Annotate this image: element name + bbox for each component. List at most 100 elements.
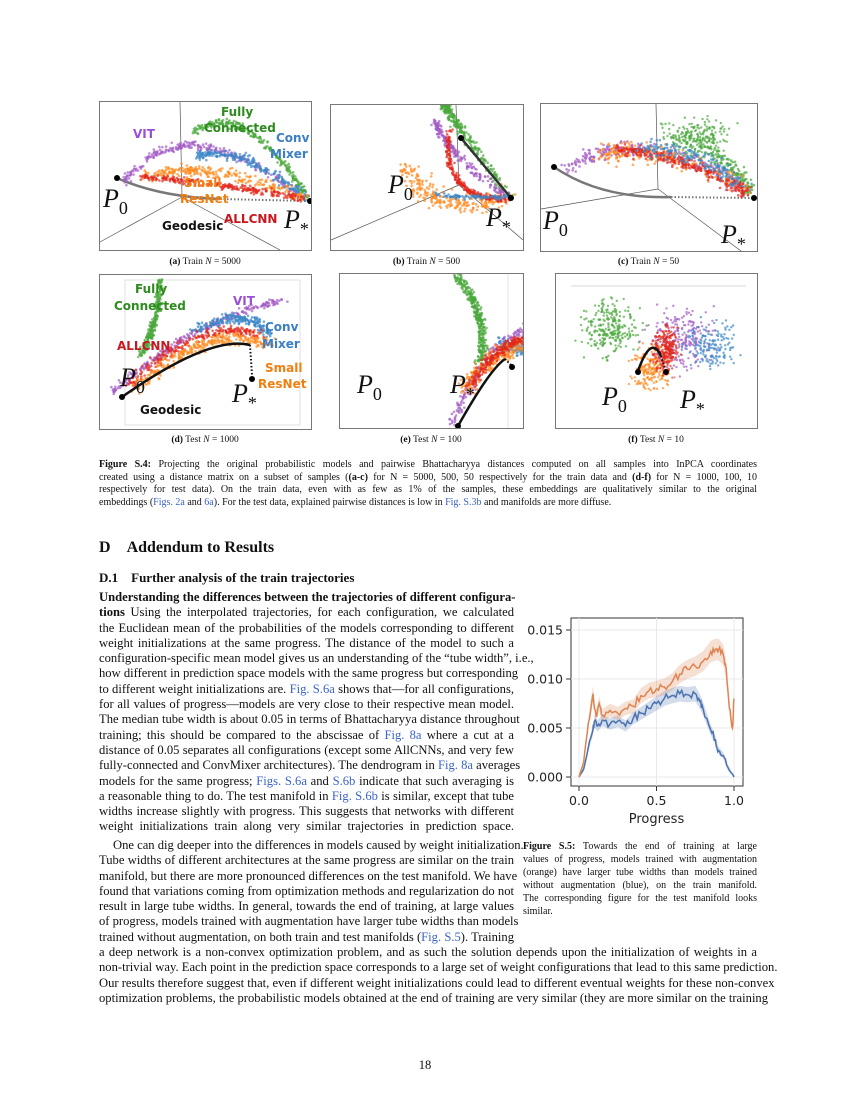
data-point — [430, 197, 433, 201]
data-point — [450, 188, 454, 191]
data-point — [602, 152, 606, 156]
data-point — [694, 140, 698, 143]
data-point — [221, 150, 224, 153]
data-point — [221, 329, 225, 333]
data-point — [452, 115, 455, 119]
data-point — [405, 175, 409, 179]
data-point — [223, 125, 227, 128]
data-point — [664, 122, 667, 126]
data-point — [149, 364, 153, 368]
data-point — [201, 128, 204, 132]
data-point — [250, 315, 254, 319]
data-point — [722, 130, 726, 133]
data-point — [183, 143, 186, 147]
data-point — [266, 175, 270, 179]
data-point — [437, 129, 441, 132]
data-point — [201, 151, 204, 155]
data-point — [161, 145, 164, 149]
data-point — [447, 148, 451, 152]
data-point — [202, 346, 206, 349]
p0-subscript: 0 — [403, 184, 413, 204]
data-point — [225, 157, 229, 160]
data-point — [690, 122, 693, 125]
data-point — [199, 179, 203, 183]
data-point — [455, 175, 458, 179]
data-point — [154, 305, 157, 308]
data-point — [257, 344, 260, 347]
data-point — [671, 153, 675, 157]
data-point — [193, 167, 197, 171]
data-point — [199, 330, 203, 333]
data-point — [226, 122, 230, 125]
data-point — [416, 200, 420, 203]
data-point — [404, 165, 408, 168]
data-point — [199, 172, 202, 175]
data-point — [250, 134, 253, 138]
data-point — [253, 323, 256, 327]
data-point — [450, 171, 454, 175]
data-point — [647, 146, 651, 150]
data-point — [182, 176, 186, 179]
data-point — [243, 157, 246, 161]
data-point — [264, 339, 267, 342]
data-point — [193, 346, 196, 349]
data-point — [457, 150, 461, 154]
label-pstar: P* — [486, 205, 511, 240]
data-point — [632, 149, 635, 153]
data-point — [274, 153, 277, 157]
data-point — [444, 150, 448, 154]
data-point — [690, 125, 693, 129]
point-cloud-green — [453, 274, 490, 367]
data-point — [211, 123, 215, 126]
data-point — [259, 181, 262, 185]
data-point — [727, 184, 730, 188]
data-point — [496, 195, 499, 198]
data-point — [672, 123, 675, 127]
data-point — [690, 155, 693, 158]
data-point — [425, 194, 428, 198]
data-point — [203, 168, 206, 171]
geodesic-curve — [553, 165, 672, 199]
data-point — [254, 336, 258, 339]
p0-subscript: 0 — [135, 377, 145, 397]
data-point — [714, 153, 718, 156]
data-point — [227, 313, 231, 317]
label-pstar: P* — [284, 207, 309, 242]
data-point — [244, 338, 247, 341]
data-point — [193, 184, 197, 187]
data-point — [634, 149, 638, 152]
point-cloud-red — [124, 324, 265, 389]
data-point — [497, 206, 501, 209]
data-point — [246, 340, 250, 344]
data-point — [228, 321, 232, 325]
data-point — [189, 349, 192, 353]
data-point — [597, 157, 601, 161]
data-point — [251, 337, 255, 341]
data-point — [158, 354, 162, 357]
data-point — [452, 113, 455, 116]
data-point — [297, 185, 301, 188]
data-point — [681, 135, 684, 139]
data-point — [630, 143, 634, 147]
data-point — [700, 126, 703, 129]
data-point — [430, 200, 434, 204]
data-point — [675, 166, 679, 170]
data-point — [238, 123, 242, 126]
data-point — [447, 161, 451, 165]
data-point — [282, 179, 286, 182]
data-point — [237, 331, 240, 335]
data-point — [447, 199, 450, 203]
data-point — [198, 150, 202, 153]
data-point — [639, 153, 643, 156]
data-point — [705, 129, 708, 132]
data-point — [159, 285, 162, 289]
data-point — [262, 302, 265, 305]
data-point — [160, 151, 164, 155]
data-point — [410, 170, 413, 174]
data-point — [487, 201, 491, 204]
data-point — [592, 160, 596, 163]
data-point — [736, 178, 740, 182]
data-point — [157, 293, 160, 296]
data-point — [423, 188, 427, 192]
data-point — [417, 165, 420, 168]
